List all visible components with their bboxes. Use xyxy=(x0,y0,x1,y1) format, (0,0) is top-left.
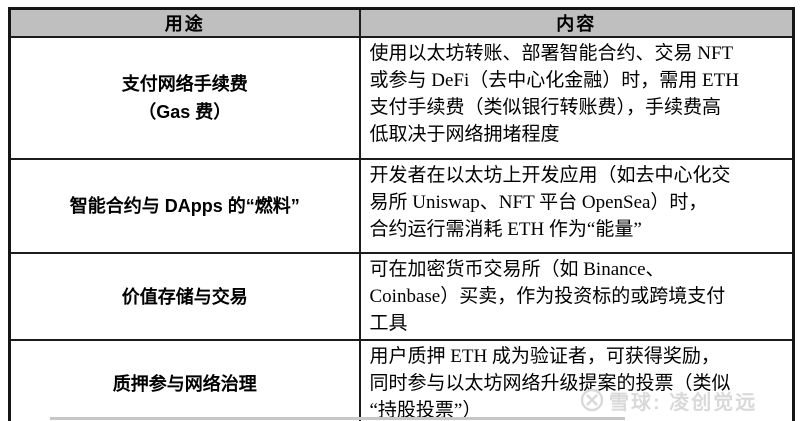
purpose-cell-gas-fee: 支付网络手续费 （Gas 费） xyxy=(8,36,361,160)
purpose-cell-dapps-fuel: 智能合约与 DApps 的“燃料” xyxy=(8,158,361,254)
watermark-text: 雪球: 凌创觉远 xyxy=(609,391,758,414)
table-row: 质押参与网络治理 用户质押 ETH 成为验证者，可获得奖励， 同时参与以太坊网络… xyxy=(8,339,795,421)
purpose-cell-staking-governance: 质押参与网络治理 xyxy=(8,339,361,421)
table-row: 智能合约与 DApps 的“燃料” 开发者在以太坊上开发应用（如去中心化交 易所… xyxy=(8,158,795,254)
header-cell-content: 内容 xyxy=(358,7,795,38)
content-cell-dapps-fuel: 开发者在以太坊上开发应用（如去中心化交 易所 Uniswap、NFT 平台 Op… xyxy=(358,158,795,254)
table-row: 支付网络手续费 （Gas 费） 使用以太坊转账、部署智能合约、交易 NFT 或参… xyxy=(8,36,795,160)
content-cell-gas-fee: 使用以太坊转账、部署智能合约、交易 NFT 或参与 DeFi（去中心化金融）时，… xyxy=(358,36,795,160)
xueqiu-snowball-icon xyxy=(580,388,604,412)
purpose-cell-store-of-value: 价值存储与交易 xyxy=(8,252,361,341)
header-cell-purpose: 用途 xyxy=(8,7,361,38)
eth-uses-table: 用途 内容 支付网络手续费 （Gas 费） 使用以太坊转账、部署智能合约、交易 … xyxy=(8,7,795,421)
table-row: 价值存储与交易 可在加密货币交易所（如 Binance、 Coinbase）买卖… xyxy=(8,252,795,341)
next-table-edge-stub xyxy=(50,417,625,420)
content-cell-staking-governance: 用户质押 ETH 成为验证者，可获得奖励， 同时参与以太坊网络升级提案的投票（类… xyxy=(358,339,795,421)
watermark: 雪球: 凌创觉远 xyxy=(580,387,758,414)
table-header-row: 用途 内容 xyxy=(8,7,795,38)
content-cell-store-of-value: 可在加密货币交易所（如 Binance、 Coinbase）买卖，作为投资标的或… xyxy=(358,252,795,341)
